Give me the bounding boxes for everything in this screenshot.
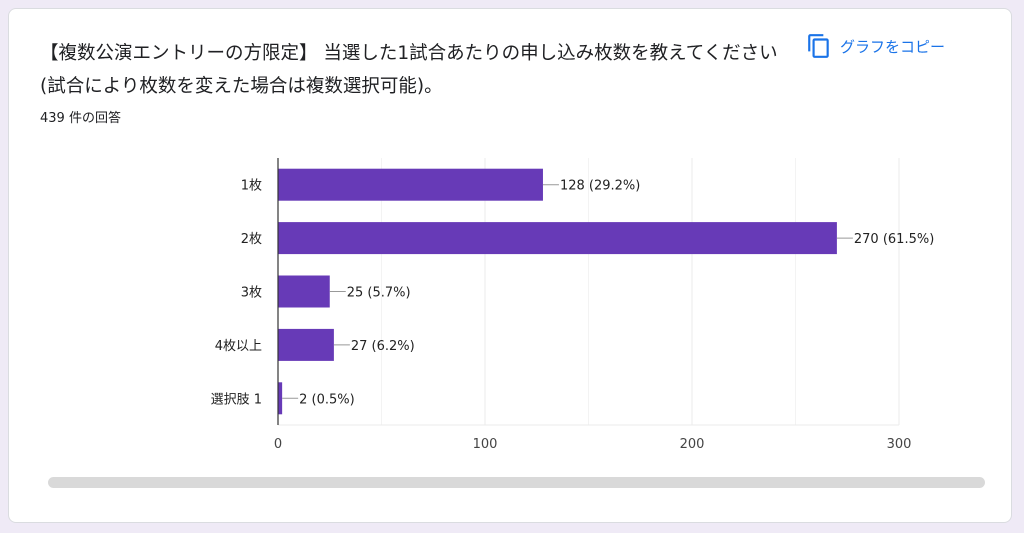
copy-chart-label: グラフをコピー [840, 37, 946, 56]
data-label: 128 (29.2%) [560, 179, 640, 194]
data-label: 270 (61.5%) [854, 232, 934, 247]
y-tick-label: 2枚 [241, 232, 262, 247]
y-tick-label: 選択肢 1 [211, 391, 262, 407]
data-label: 2 (0.5%) [299, 392, 355, 407]
copy-chart-button[interactable]: グラフをコピー [806, 33, 945, 59]
y-tick-label: 3枚 [241, 286, 262, 301]
copy-icon [808, 34, 829, 58]
x-tick-label: 100 [473, 437, 498, 452]
y-tick-label: 4枚以上 [215, 339, 262, 354]
bar [278, 168, 543, 201]
data-label: 25 (5.7%) [347, 286, 411, 301]
question-title: 【複数公演エントリーの方限定】 当選した1試合あたりの申し込み枚数を教えてくださ… [40, 43, 778, 97]
bar [278, 382, 283, 415]
y-tick-label: 1枚 [241, 179, 262, 194]
x-tick-label: 0 [274, 437, 282, 452]
x-tick-label: 300 [887, 437, 912, 452]
bar [278, 328, 334, 361]
x-tick-label: 200 [680, 437, 705, 452]
bar [278, 222, 837, 255]
chart-card: 【複数公演エントリーの方限定】 当選した1試合あたりの申し込み枚数を教えてくださ… [8, 8, 1012, 523]
horizontal-scrollbar[interactable] [48, 477, 985, 488]
data-label: 27 (6.2%) [351, 339, 415, 354]
bar [278, 275, 330, 308]
response-count: 439 件の回答 [40, 111, 121, 126]
